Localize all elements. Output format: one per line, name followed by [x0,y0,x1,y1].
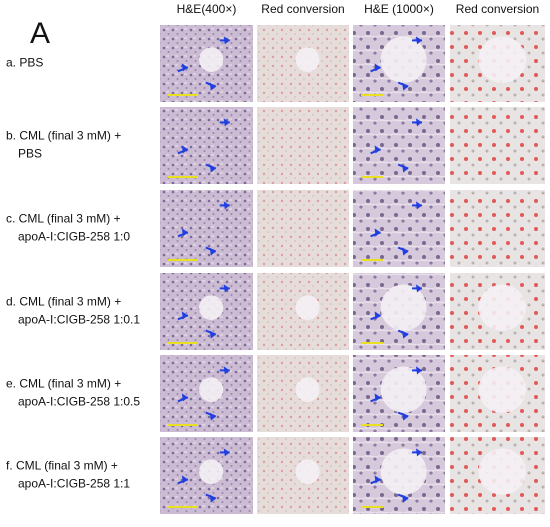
arrow-head [223,366,230,375]
scale-bar [361,424,383,426]
row-label: apoA-I:CIGB-258 1:0 [18,230,130,244]
micrograph [353,190,445,267]
vessel-lumen [478,366,526,413]
arrow-head [209,82,216,91]
scale-bar [361,176,383,178]
arrow-head [402,164,409,173]
vessel-lumen [380,366,427,413]
vessel-lumen [199,377,224,402]
arrow-head [416,201,422,210]
scale-bar [168,259,198,261]
panel-label: A [30,17,50,50]
arrow-head [181,311,188,320]
scale-bar [168,176,198,178]
arrow-head [416,448,422,457]
scale-bar [361,506,383,508]
arrow-head [402,247,409,256]
arrow-head [223,284,230,293]
arrow-head [416,366,422,375]
arrow-head [374,393,381,402]
arrow-head [374,311,381,320]
vessel-lumen [380,448,427,495]
row-label: PBS [18,147,42,161]
arrow-head [402,412,409,421]
row-label: d. CML (final 3 mM) + [6,295,121,309]
row-label: b. CML (final 3 mM) + [6,129,121,143]
arrow-head [416,284,422,293]
arrow-head [374,145,381,154]
arrow-head [402,82,409,91]
column-header: Red conversion [456,2,539,16]
column-header: Red conversion [261,2,344,16]
scale-bar [361,259,383,261]
arrow-head [402,330,409,339]
micrograph [257,107,349,184]
vessel-lumen [295,377,320,402]
arrow-head [209,247,216,256]
scale-bar [361,94,383,96]
column-header: H&E(400×) [177,2,237,16]
arrow-head [209,412,216,421]
row-label: e. CML (final 3 mM) + [6,377,121,391]
vessel-lumen [295,459,320,484]
vessel-lumen [478,284,526,331]
arrow-head [181,393,188,402]
vessel-lumen [199,459,224,484]
scale-bar [168,424,198,426]
arrow-head [181,475,188,484]
vessel-lumen [478,448,526,495]
column-header: H&E (1000×) [364,2,434,16]
vessel-lumen [295,295,320,320]
micrograph [450,107,545,184]
row-label: a. PBS [6,56,43,70]
vessel-lumen [380,284,427,331]
scale-bar [168,506,198,508]
arrow-head [181,145,188,154]
vessel-lumen [199,295,224,320]
arrow-head [223,36,230,45]
micrograph [160,190,253,267]
scale-bar [361,342,383,344]
arrow-head [209,330,216,339]
arrow-head [209,164,216,173]
micrograph [450,190,545,267]
arrow-head [223,201,230,210]
micrograph [160,107,253,184]
arrow-head [374,63,381,72]
arrow-head [416,36,422,45]
row-label: apoA-I:CIGB-258 1:1 [18,477,130,491]
arrow-head [416,118,422,127]
row-label: c. CML (final 3 mM) + [6,212,121,226]
vessel-lumen [380,36,427,83]
arrow-head [402,494,409,503]
arrow-head [181,228,188,237]
row-label: apoA-I:CIGB-258 1:0.1 [18,313,140,327]
arrow-head [374,228,381,237]
vessel-lumen [199,47,224,72]
micrograph [353,107,445,184]
arrow-head [374,475,381,484]
arrow-head [209,494,216,503]
scale-bar [168,342,198,344]
scale-bar [168,94,198,96]
micrograph [257,190,349,267]
vessel-lumen [478,36,526,83]
row-label: f. CML (final 3 mM) + [6,459,118,473]
arrow-head [181,63,188,72]
vessel-lumen [295,47,320,72]
arrow-head [223,118,230,127]
arrow-head [223,448,230,457]
row-label: apoA-I:CIGB-258 1:0.5 [18,395,140,409]
